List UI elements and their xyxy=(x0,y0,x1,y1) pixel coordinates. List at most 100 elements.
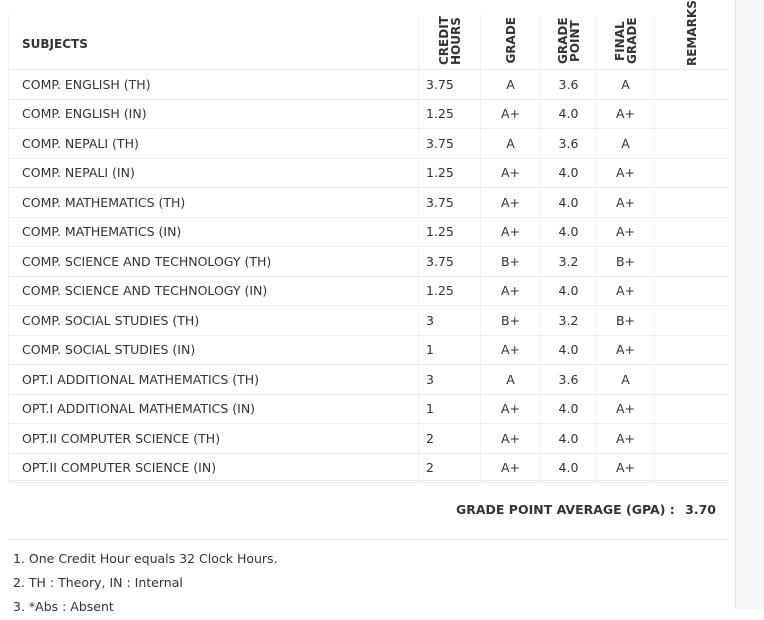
cell: A xyxy=(596,69,655,100)
cell: COMP. SCIENCE AND TECHNOLOGY (IN) xyxy=(8,276,419,306)
header-text: SUBJECTS xyxy=(22,37,88,51)
cell: A+ xyxy=(480,423,541,454)
cell: COMP. ENGLISH (TH) xyxy=(8,69,419,100)
cell: A+ xyxy=(596,187,655,218)
cell: 4.0 xyxy=(540,394,597,424)
cell: 4.0 xyxy=(540,158,597,188)
remarks-cell xyxy=(654,128,729,159)
header-row: SUBJECTS CREDIT HOURS GRADE GRADE POINT FINA… xyxy=(8,0,729,70)
cell: 1 xyxy=(418,394,481,424)
cell: OPT.I ADDITIONAL MATHEMATICS (TH) xyxy=(8,364,419,395)
cell: 3 xyxy=(418,305,481,336)
table-row: COMP. ENGLISH (IN) 1.25 A+ 4.0 A+ xyxy=(8,99,729,129)
cell: A+ xyxy=(596,217,655,247)
table-row: COMP. NEPALI (TH) 3.75 A 3.6 A xyxy=(8,128,729,159)
cell: 3.75 xyxy=(418,187,481,218)
cell: 3.75 xyxy=(418,69,481,100)
cell: 4.0 xyxy=(540,187,597,218)
cell: 3.75 xyxy=(418,246,481,277)
remarks-cell xyxy=(654,305,729,336)
cell: COMP. MATHEMATICS (IN) xyxy=(8,217,419,247)
cell: 1.25 xyxy=(418,158,481,188)
cell: 3.75 xyxy=(418,128,481,159)
result-table: SUBJECTS CREDIT HOURS GRADE GRADE POINT FINA… xyxy=(8,0,729,483)
table-row: COMP. MATHEMATICS (TH) 3.75 A+ 4.0 A+ xyxy=(8,187,729,218)
table-body: COMP. ENGLISH (TH) 3.75 A 3.6 A COMP. ENGLISH… xyxy=(8,69,729,483)
remarks-cell xyxy=(654,453,729,483)
header-text: FINAL GRADE xyxy=(612,17,639,64)
table-row: OPT.II COMPUTER SCIENCE (TH) 2 A+ 4.0 A+ xyxy=(8,423,729,454)
note: 1. One Credit Hour equals 32 Clock Hours… xyxy=(13,551,278,566)
cell: 4.0 xyxy=(540,276,597,306)
table-row: OPT.II COMPUTER SCIENCE (IN) 2 A+ 4.0 A+ xyxy=(8,453,729,483)
cell: B+ xyxy=(596,246,655,277)
cell: A+ xyxy=(480,158,541,188)
remarks-cell xyxy=(654,394,729,424)
header-cell: CREDIT HOURS xyxy=(418,15,481,70)
header-text: REMARKS xyxy=(684,0,699,66)
cell: 2 xyxy=(418,423,481,454)
header-cell: REMARKS xyxy=(654,0,729,70)
cell: A xyxy=(596,364,655,395)
cell: A+ xyxy=(480,453,541,483)
cell: 4.0 xyxy=(540,335,597,365)
cell: 1.25 xyxy=(418,276,481,306)
cell: B+ xyxy=(480,246,541,277)
header-cell: SUBJECTS xyxy=(8,15,419,70)
table-row: COMP. SOCIAL STUDIES (TH) 3 B+ 3.2 B+ xyxy=(8,305,729,336)
cell: A xyxy=(596,128,655,159)
cell: A+ xyxy=(596,453,655,483)
cell: A+ xyxy=(596,276,655,306)
cell: A xyxy=(480,128,541,159)
remarks-cell xyxy=(654,69,729,100)
cell: B+ xyxy=(480,305,541,336)
cell: A+ xyxy=(596,99,655,129)
cell: 4.0 xyxy=(540,453,597,483)
gpa-value: 3.70 xyxy=(685,502,716,517)
header-text: GRADE POINT xyxy=(555,17,582,64)
cell: B+ xyxy=(596,305,655,336)
cell: A xyxy=(480,69,541,100)
cell: 1.25 xyxy=(418,217,481,247)
remarks-cell xyxy=(654,158,729,188)
table-row: COMP. MATHEMATICS (IN) 1.25 A+ 4.0 A+ xyxy=(8,217,729,247)
cell: A+ xyxy=(480,335,541,365)
cell: OPT.II COMPUTER SCIENCE (TH) xyxy=(8,423,419,454)
cell: OPT.I ADDITIONAL MATHEMATICS (IN) xyxy=(8,394,419,424)
cell: A+ xyxy=(596,394,655,424)
remarks-cell xyxy=(654,335,729,365)
cell: 3 xyxy=(418,364,481,395)
cell: COMP. SCIENCE AND TECHNOLOGY (TH) xyxy=(8,246,419,277)
table-row: COMP. NEPALI (IN) 1.25 A+ 4.0 A+ xyxy=(8,158,729,188)
cell: 3.2 xyxy=(540,305,597,336)
cell: 1 xyxy=(418,335,481,365)
side-strip xyxy=(736,0,764,609)
cell: A+ xyxy=(480,276,541,306)
note: 3. *Abs : Absent xyxy=(13,599,114,614)
header-text: GRADE xyxy=(503,17,518,64)
cell: 3.6 xyxy=(540,69,597,100)
remarks-cell xyxy=(654,246,729,277)
cell: A+ xyxy=(596,335,655,365)
cell: A+ xyxy=(596,158,655,188)
table-row: OPT.I ADDITIONAL MATHEMATICS (IN) 1 A+ 4.0 A… xyxy=(8,394,729,424)
cell: 3.2 xyxy=(540,246,597,277)
cell: COMP. ENGLISH (IN) xyxy=(8,99,419,129)
cell: A xyxy=(480,364,541,395)
cell: A+ xyxy=(480,187,541,218)
table-row: OPT.I ADDITIONAL MATHEMATICS (TH) 3 A 3.6 A xyxy=(8,364,729,395)
cell: 3.6 xyxy=(540,364,597,395)
cell: OPT.II COMPUTER SCIENCE (IN) xyxy=(8,453,419,483)
header-text: CREDIT HOURS xyxy=(436,16,463,65)
remarks-cell xyxy=(654,364,729,395)
table-row: COMP. SCIENCE AND TECHNOLOGY (IN) 1.25 A+ 4… xyxy=(8,276,729,306)
gpa-label: GRADE POINT AVERAGE (GPA) : xyxy=(455,502,675,517)
cell: COMP. MATHEMATICS (TH) xyxy=(8,187,419,218)
table-row: COMP. SCIENCE AND TECHNOLOGY (TH) 3.75 B+ 3… xyxy=(8,246,729,277)
remarks-cell xyxy=(654,423,729,454)
cell: COMP. NEPALI (TH) xyxy=(8,128,419,159)
cell: 3.6 xyxy=(540,128,597,159)
cell: 4.0 xyxy=(540,217,597,247)
table-row: COMP. ENGLISH (TH) 3.75 A 3.6 A xyxy=(8,69,729,100)
header-cell: GRADE xyxy=(480,15,541,70)
